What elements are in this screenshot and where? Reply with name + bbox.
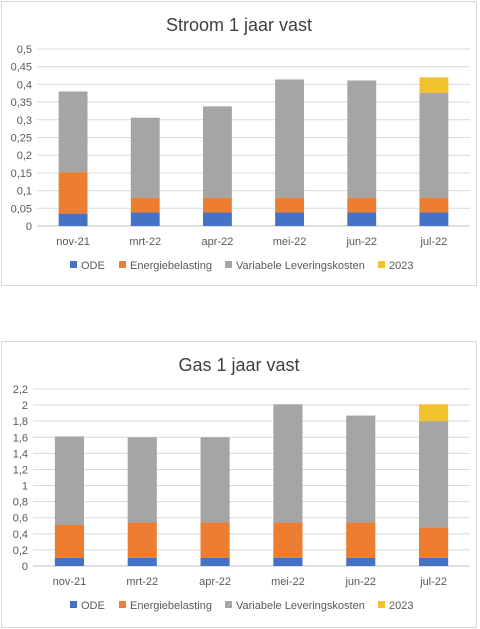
legend-swatch-energiebelasting bbox=[119, 261, 126, 268]
y-tick-label: 0 bbox=[22, 561, 28, 573]
bar-variabele-leveringskosten bbox=[275, 79, 305, 198]
bar-ode bbox=[130, 212, 160, 226]
y-tick-label: 2 bbox=[22, 400, 28, 412]
bar-ode bbox=[347, 212, 377, 226]
stroom-chart-panel: Stroom 1 jaar vast 0 0,05 0,1 0,15 0,2 0,25 0,… bbox=[1, 1, 477, 286]
y-tick-label: 1,6 bbox=[13, 432, 28, 444]
bar-ode bbox=[54, 557, 84, 566]
x-tick-label: apr-22 bbox=[202, 236, 234, 248]
legend-label-2023: 2023 bbox=[389, 260, 413, 272]
x-tick-label: mrt-22 bbox=[126, 576, 158, 588]
gas-chart: Gas 1 jaar vast 0 0,2 0,4 0,6 0,8 1 1,2 1,4 1,6 1… bbox=[13, 355, 470, 612]
bar-ode bbox=[275, 212, 305, 226]
legend-swatch-energiebelasting bbox=[119, 601, 126, 608]
y-tick-label: 0,3 bbox=[17, 115, 32, 127]
legend-label-2023: 2023 bbox=[389, 600, 413, 612]
y-tick-label: 0,5 bbox=[17, 44, 32, 56]
bar-energiebelasting bbox=[127, 522, 157, 558]
x-tick-label: nov-21 bbox=[53, 576, 87, 588]
bar-energiebelasting bbox=[202, 197, 232, 213]
bar-energiebelasting bbox=[54, 524, 84, 558]
bar-ode bbox=[127, 557, 157, 566]
bar-energiebelasting bbox=[200, 522, 230, 558]
y-tick-label: 0,05 bbox=[11, 203, 32, 215]
bar-variabele-leveringskosten bbox=[54, 436, 84, 525]
bar-ode bbox=[273, 557, 303, 566]
y-tick-label: 0,4 bbox=[17, 79, 32, 91]
chart-title: Stroom 1 jaar vast bbox=[166, 15, 312, 35]
x-tick-label: jun-22 bbox=[345, 236, 377, 248]
chart-title: Gas 1 jaar vast bbox=[178, 355, 299, 375]
y-tick-label: 0,8 bbox=[13, 497, 28, 509]
y-tick-label: 0,6 bbox=[13, 513, 28, 525]
x-tick-label: apr-22 bbox=[199, 576, 231, 588]
legend-label-energiebelasting: Energiebelasting bbox=[130, 600, 212, 612]
y-tick-label: 1 bbox=[22, 481, 28, 493]
bar-variabele-leveringskosten bbox=[202, 106, 232, 198]
bar-energiebelasting bbox=[275, 197, 305, 213]
bar-energiebelasting bbox=[346, 522, 376, 558]
x-tick-label: mei-22 bbox=[271, 576, 305, 588]
bar-ode bbox=[346, 557, 376, 566]
gas-chart-panel: Gas 1 jaar vast 0 0,2 0,4 0,6 0,8 1 1,2 1,4 1,6 1… bbox=[1, 341, 477, 628]
y-tick-label: 1,8 bbox=[13, 416, 28, 428]
bar-ode bbox=[419, 212, 449, 226]
y-tick-label: 0,4 bbox=[13, 529, 28, 541]
y-tick-label: 0,2 bbox=[17, 150, 32, 162]
y-tick-label: 0,1 bbox=[17, 186, 32, 198]
bar-variabele-leveringskosten bbox=[347, 80, 377, 198]
y-tick-label: 2,2 bbox=[13, 384, 28, 396]
bar-variabele-leveringskosten bbox=[419, 92, 449, 198]
stroom-chart: Stroom 1 jaar vast 0 0,05 0,1 0,15 0,2 0,25 0,… bbox=[11, 15, 470, 272]
bar-variabele-leveringskosten bbox=[419, 421, 449, 528]
bar-energiebelasting bbox=[347, 197, 377, 213]
bar-2023 bbox=[419, 77, 449, 93]
bar-energiebelasting bbox=[419, 197, 449, 213]
bar-variabele-leveringskosten bbox=[58, 91, 88, 173]
y-tick-label: 0,25 bbox=[11, 133, 32, 145]
bar-2023 bbox=[419, 404, 449, 422]
bar-energiebelasting bbox=[58, 172, 88, 214]
legend-swatch-2023 bbox=[378, 601, 385, 608]
x-tick-label: nov-21 bbox=[56, 236, 90, 248]
bar-energiebelasting bbox=[130, 197, 160, 213]
legend-swatch-ode bbox=[70, 261, 77, 268]
legend-swatch-variabele-leveringskosten bbox=[225, 601, 232, 608]
bar-ode bbox=[419, 557, 449, 566]
x-tick-label: mrt-22 bbox=[129, 236, 161, 248]
x-tick-label: jul-22 bbox=[419, 576, 447, 588]
bar-variabele-leveringskosten bbox=[200, 437, 230, 523]
bar-variabele-leveringskosten bbox=[127, 437, 157, 523]
bar-variabele-leveringskosten bbox=[130, 117, 160, 198]
legend-swatch-ode bbox=[70, 601, 77, 608]
y-tick-label: 0,2 bbox=[13, 545, 28, 557]
bar-energiebelasting bbox=[273, 522, 303, 558]
y-tick-label: 0,35 bbox=[11, 97, 32, 109]
y-tick-label: 1,4 bbox=[13, 448, 28, 460]
y-tick-label: 1,2 bbox=[13, 464, 28, 476]
bar-variabele-leveringskosten bbox=[273, 404, 303, 523]
legend-swatch-2023 bbox=[378, 261, 385, 268]
x-tick-label: jun-22 bbox=[344, 576, 376, 588]
legend-label-ode: ODE bbox=[81, 600, 105, 612]
y-tick-label: 0,15 bbox=[11, 168, 32, 180]
legend-swatch-variabele-leveringskosten bbox=[225, 261, 232, 268]
bar-ode bbox=[202, 212, 232, 226]
x-tick-label: jul-22 bbox=[419, 236, 447, 248]
legend-label-ode: ODE bbox=[81, 260, 105, 272]
legend-label-variabele-leveringskosten: Variabele Leveringskosten bbox=[236, 600, 365, 612]
legend-label-energiebelasting: Energiebelasting bbox=[130, 260, 212, 272]
y-tick-label: 0 bbox=[26, 221, 32, 233]
bar-ode bbox=[200, 557, 230, 566]
bar-energiebelasting bbox=[419, 527, 449, 558]
y-tick-label: 0,45 bbox=[11, 62, 32, 74]
bar-ode bbox=[58, 213, 88, 226]
bar-variabele-leveringskosten bbox=[346, 415, 376, 523]
x-tick-label: mei-22 bbox=[273, 236, 307, 248]
legend-label-variabele-leveringskosten: Variabele Leveringskosten bbox=[236, 260, 365, 272]
